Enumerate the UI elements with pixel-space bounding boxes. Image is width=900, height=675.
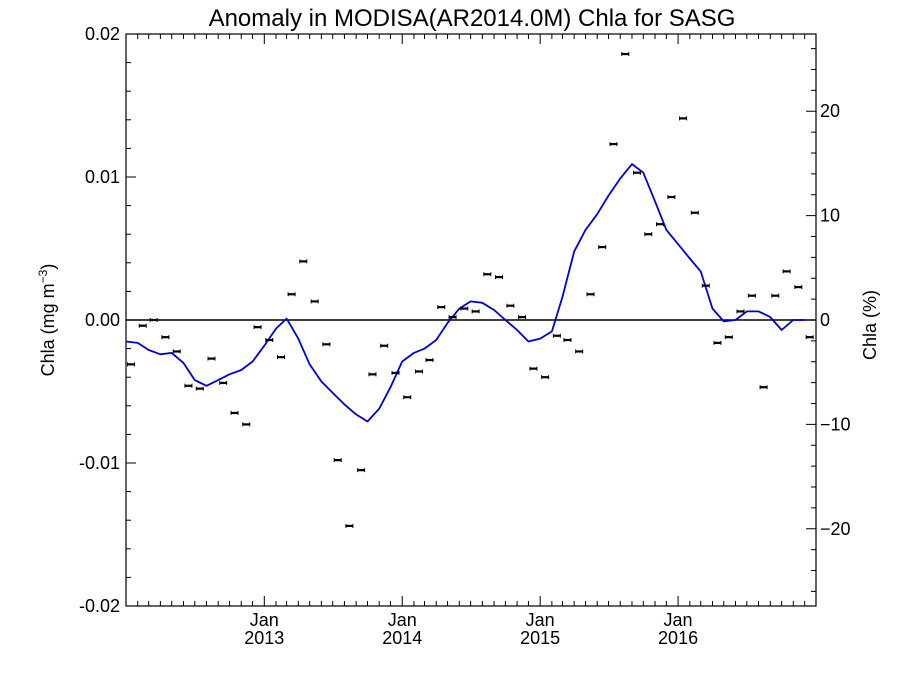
data-point <box>586 292 595 297</box>
data-point <box>736 309 745 314</box>
data-point <box>242 422 251 427</box>
data-point <box>253 325 262 330</box>
x-tick-year-label: 2015 <box>520 628 560 648</box>
left-axis-label: Chla (mg m−3) <box>36 264 58 377</box>
data-point <box>747 293 756 298</box>
data-point <box>632 170 641 175</box>
right-tick-label: 20 <box>820 101 840 121</box>
data-point <box>357 468 366 473</box>
data-point <box>322 342 331 347</box>
data-point <box>724 335 733 340</box>
x-tick-month-label: Jan <box>664 610 693 630</box>
data-point <box>759 385 768 390</box>
data-point <box>287 292 296 297</box>
left-tick-label: -0.02 <box>79 596 120 616</box>
data-point <box>207 356 216 361</box>
data-point <box>552 333 561 338</box>
left-tick-label: 0.00 <box>85 310 120 330</box>
data-point <box>495 275 504 280</box>
data-point <box>460 306 469 311</box>
data-point <box>563 338 572 343</box>
data-point <box>138 323 147 328</box>
right-axis-label: Chla (%) <box>860 290 880 360</box>
data-point <box>184 383 193 388</box>
right-y-axis: 20 10 0 −10 −20 <box>806 48 851 592</box>
data-point <box>149 318 158 322</box>
right-tick-label: −10 <box>820 414 851 434</box>
data-point <box>437 305 446 310</box>
data-point <box>161 335 170 340</box>
data-point <box>771 293 780 298</box>
data-point <box>690 210 699 215</box>
data-point <box>529 366 538 371</box>
data-point <box>518 315 527 320</box>
data-point <box>448 315 457 320</box>
data-point <box>230 410 239 415</box>
data-point <box>713 340 722 345</box>
data-point <box>667 195 676 200</box>
data-point <box>701 283 710 288</box>
x-tick-year-label: 2013 <box>244 628 284 648</box>
data-point <box>609 142 618 147</box>
data-point <box>483 272 492 277</box>
x-tick-month-label: Jan <box>388 610 417 630</box>
left-tick-label: -0.01 <box>79 453 120 473</box>
data-point <box>172 349 181 354</box>
right-tick-label: 10 <box>820 206 840 226</box>
data-point <box>345 523 354 528</box>
data-point <box>541 375 550 380</box>
data-point <box>471 309 480 314</box>
data-point <box>644 232 653 237</box>
data-point <box>391 370 400 375</box>
data-point <box>575 349 584 354</box>
data-point <box>127 362 135 367</box>
x-tick-year-label: 2014 <box>382 628 422 648</box>
running-mean-line <box>125 163 805 423</box>
data-point <box>621 52 630 57</box>
data-point <box>425 358 434 363</box>
left-y-axis: 0.02 0.01 0.00 -0.01 -0.02 <box>79 24 136 616</box>
x-tick-month-label: Jan <box>250 610 279 630</box>
data-point <box>414 369 423 374</box>
data-point <box>679 116 688 121</box>
series-line <box>125 163 805 423</box>
chart-title: Anomaly in MODISA(AR2014.0M) Chla for SA… <box>209 5 736 32</box>
data-point <box>195 386 204 391</box>
right-tick-label: −20 <box>820 519 851 539</box>
left-tick-label: 0.01 <box>85 167 120 187</box>
data-point <box>333 458 342 463</box>
data-point <box>277 355 286 360</box>
data-point <box>368 372 377 377</box>
data-point <box>805 335 814 340</box>
data-point <box>219 380 228 385</box>
data-point <box>310 299 319 304</box>
left-tick-label: 0.02 <box>85 24 120 44</box>
x-tick-month-label: Jan <box>526 610 555 630</box>
data-point <box>380 343 389 348</box>
data-point <box>265 338 274 343</box>
data-point <box>299 259 308 264</box>
series-points <box>127 52 814 528</box>
data-point <box>782 269 791 274</box>
data-point <box>506 303 515 308</box>
x-tick-year-label: 2016 <box>658 628 698 648</box>
data-point <box>656 222 665 227</box>
right-tick-label: 0 <box>820 310 830 330</box>
data-point <box>598 245 607 250</box>
data-point <box>403 395 412 400</box>
data-point <box>794 285 803 290</box>
